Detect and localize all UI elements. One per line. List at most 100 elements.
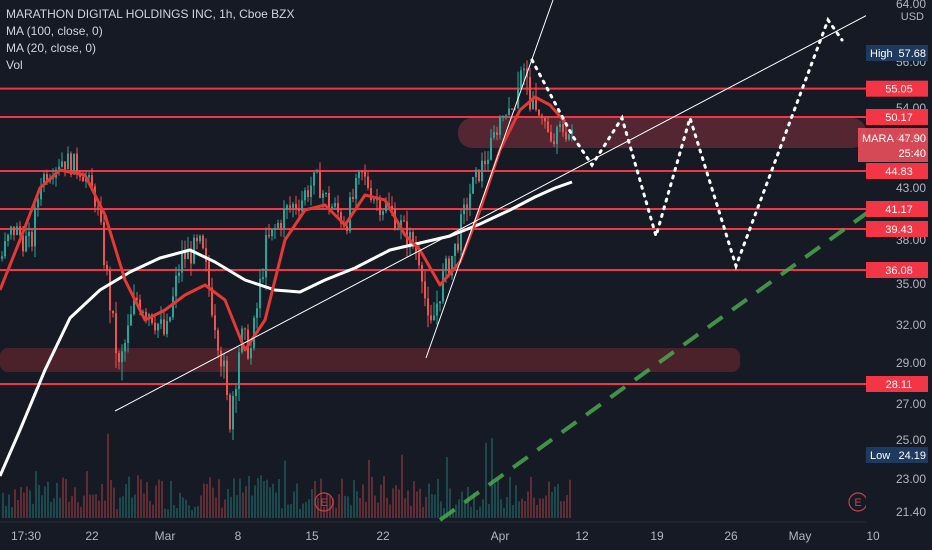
volume-bar xyxy=(410,505,412,518)
volume-bar xyxy=(542,498,544,518)
candle-body xyxy=(133,297,135,315)
volume-bar xyxy=(245,486,247,518)
candle-body xyxy=(475,169,477,178)
candle-body xyxy=(397,227,399,230)
candle-body xyxy=(265,234,267,278)
volume-bar xyxy=(518,501,520,518)
candle-body xyxy=(445,258,447,272)
candle-body xyxy=(415,246,417,253)
legend-ma20[interactable]: MA (20, close, 0) xyxy=(6,41,97,55)
candle-body xyxy=(568,134,570,140)
candle-body xyxy=(352,197,354,199)
candle-body xyxy=(268,234,270,237)
y-tick-label: 27.00 xyxy=(896,397,926,411)
candle-body xyxy=(40,185,42,200)
volume-bar xyxy=(185,499,187,518)
volume-bar xyxy=(284,460,286,518)
candle-body xyxy=(556,126,558,144)
volume-bar xyxy=(2,492,4,518)
legend-ma100[interactable]: MA (100, close, 0) xyxy=(6,24,103,38)
volume-bar xyxy=(464,502,466,518)
candle-body xyxy=(403,220,405,222)
candle-body xyxy=(538,109,540,116)
candle-body xyxy=(220,350,222,367)
volume-bar xyxy=(566,494,568,518)
volume-bar xyxy=(467,486,469,518)
chart-legend: MARATHON DIGITAL HOLDINGS INC, 1h, Cboe … xyxy=(6,6,295,74)
candles xyxy=(1,60,573,441)
volume-bar xyxy=(485,442,487,518)
volume-bar xyxy=(374,495,376,518)
volume-bar xyxy=(263,480,265,518)
volume-bar xyxy=(350,505,352,518)
candle-body xyxy=(283,209,285,229)
volume-bar xyxy=(491,438,493,518)
volume-bar xyxy=(182,497,184,518)
candle-body xyxy=(406,221,408,247)
level-label-3-bg xyxy=(866,201,928,217)
volume-bar xyxy=(134,494,136,518)
volume-bar xyxy=(344,495,346,518)
volume-bars xyxy=(2,433,571,518)
candle-body xyxy=(463,204,465,215)
candle-body xyxy=(28,231,30,236)
legend-volume[interactable]: Vol xyxy=(6,58,23,72)
volume-bar xyxy=(386,497,388,518)
projection-path xyxy=(530,16,844,271)
volume-bar xyxy=(500,499,502,518)
volume-bar xyxy=(68,501,70,518)
candle-body xyxy=(112,310,114,314)
volume-bar xyxy=(548,481,550,518)
volume-bar xyxy=(359,497,361,518)
candle-body xyxy=(166,320,168,335)
support-zone xyxy=(0,348,740,372)
candle-body xyxy=(43,174,45,186)
candle-body xyxy=(478,169,480,182)
high-label: High xyxy=(870,48,893,60)
volume-bar xyxy=(488,504,490,518)
volume-bar xyxy=(140,479,142,518)
candle-body xyxy=(172,296,174,318)
volume-bar xyxy=(89,494,91,518)
volume-bar xyxy=(329,495,331,518)
level-label-1-bg xyxy=(866,109,928,125)
volume-bar xyxy=(326,493,328,518)
volume-bar xyxy=(278,479,280,518)
volume-bar xyxy=(26,486,28,518)
candle-body xyxy=(400,220,402,228)
candle-body xyxy=(184,251,186,260)
resistance-zone xyxy=(458,118,866,148)
candle-body xyxy=(244,328,246,330)
volume-bar xyxy=(422,506,424,518)
volume-bar xyxy=(413,481,415,518)
candle-body xyxy=(310,185,312,198)
volume-bar xyxy=(167,509,169,518)
candle-body xyxy=(100,206,102,223)
level-label-6-bg xyxy=(866,376,928,392)
volume-bar xyxy=(227,488,229,518)
candle-body xyxy=(331,206,333,209)
volume-bar xyxy=(107,433,109,518)
volume-bar xyxy=(260,475,262,518)
candle-body xyxy=(502,115,504,118)
volume-bar xyxy=(59,497,61,518)
volume-bar xyxy=(215,497,217,518)
volume-bar xyxy=(443,508,445,518)
volume-bar xyxy=(449,488,451,518)
volume-bar xyxy=(119,497,121,518)
candle-body xyxy=(520,70,522,89)
volume-bar xyxy=(230,496,232,518)
candle-body xyxy=(559,124,561,127)
volume-bar xyxy=(293,491,295,518)
volume-bar xyxy=(383,476,385,518)
volume-bar xyxy=(497,478,499,518)
volume-bar xyxy=(398,489,400,518)
volume-bar xyxy=(296,483,298,518)
volume-bar xyxy=(458,499,460,518)
candle-body xyxy=(307,190,309,198)
x-tick-label: 26 xyxy=(724,529,738,543)
volume-bar xyxy=(308,499,310,518)
volume-bar xyxy=(509,476,511,518)
